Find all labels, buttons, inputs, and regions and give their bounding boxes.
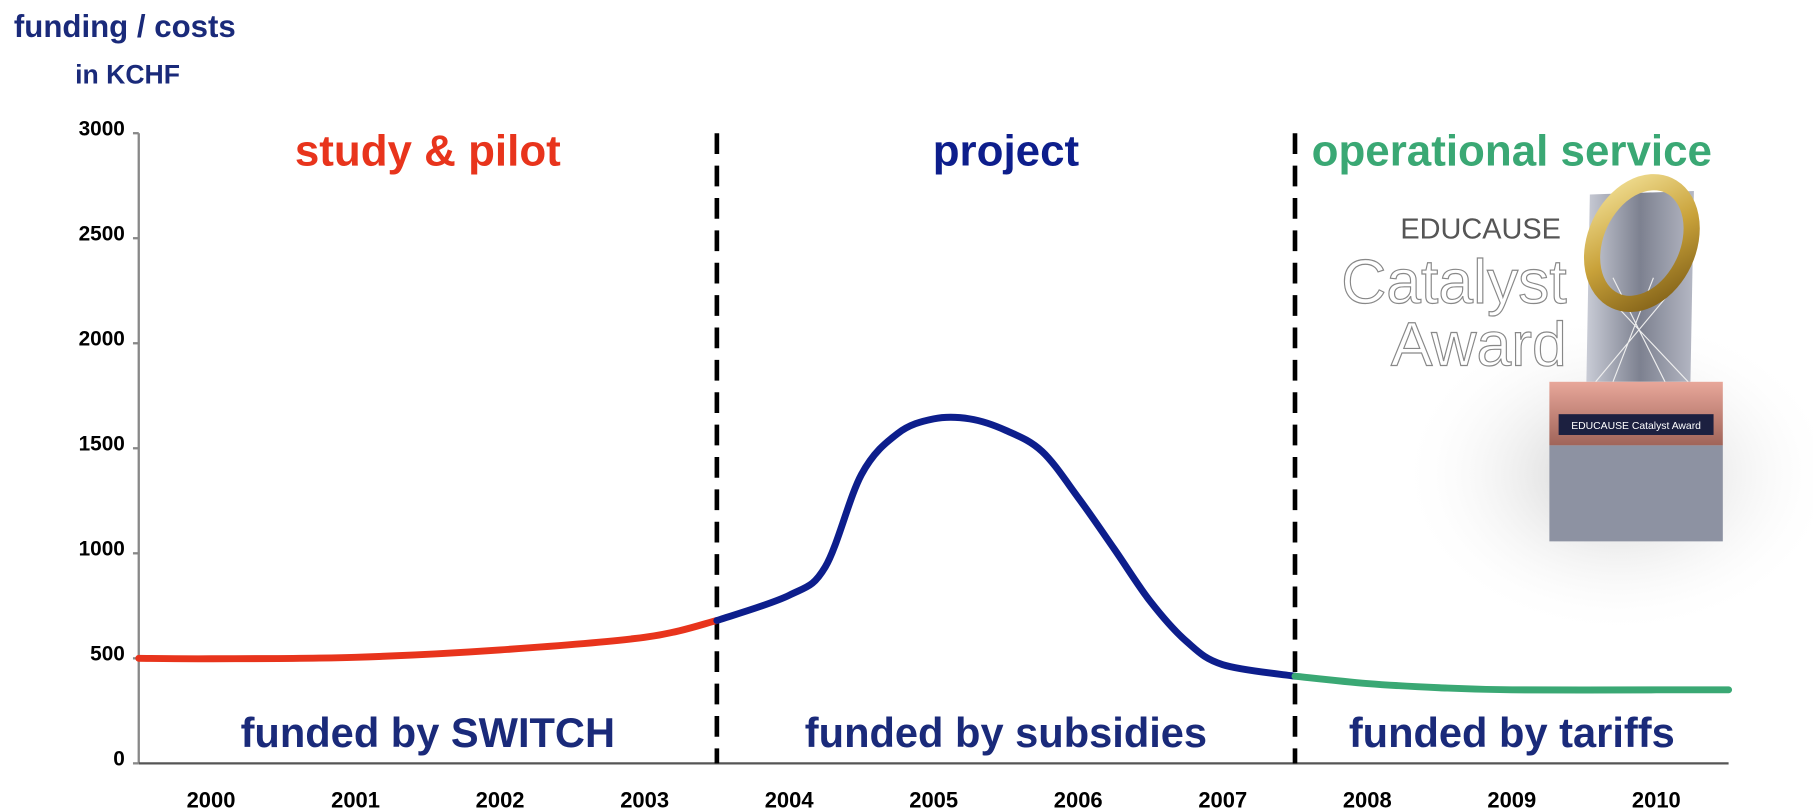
x-tick-label: 2005 — [909, 787, 958, 811]
y-tick-label: 500 — [90, 643, 125, 666]
chart-subtitle: in KCHF — [75, 59, 180, 89]
trophy-base-top — [1549, 382, 1722, 446]
series-line — [717, 417, 1295, 676]
x-tick-label: 2002 — [476, 787, 525, 811]
x-tick-label: 2006 — [1054, 787, 1103, 811]
award-text: Catalyst — [1341, 247, 1567, 317]
x-tick-label: 2009 — [1487, 787, 1536, 811]
phase-label: operational service — [1312, 127, 1712, 176]
phase-label: study & pilot — [295, 127, 561, 176]
plaque-text: EDUCAUSE Catalyst Award — [1571, 421, 1701, 432]
y-tick-label: 2500 — [79, 223, 125, 246]
award: EDUCAUSE Catalyst Award EDUCAUSE Catalys… — [1341, 166, 1813, 636]
trophy-base — [1549, 445, 1722, 541]
y-tick-label: 2000 — [79, 328, 125, 351]
series-line — [1295, 676, 1729, 690]
x-tick-label: 2007 — [1198, 787, 1247, 811]
y-tick-label: 3000 — [79, 118, 125, 141]
x-tick-label: 2008 — [1343, 787, 1392, 811]
x-tick-label: 2003 — [620, 787, 669, 811]
award-text: EDUCAUSE — [1400, 213, 1561, 245]
y-tick-label: 1500 — [79, 433, 125, 456]
funding-label: funded by SWITCH — [241, 709, 615, 756]
funding-label: funded by tariffs — [1349, 709, 1675, 756]
series-line — [139, 621, 717, 659]
x-tick-label: 2004 — [765, 787, 815, 811]
award-text: Award — [1391, 310, 1567, 380]
x-tick-label: 2001 — [331, 787, 380, 811]
chart-title: funding / costs — [14, 9, 236, 44]
x-tick-label: 2000 — [187, 787, 236, 811]
page: {"chart_data": { "type": "line", "title"… — [0, 0, 1813, 811]
y-tick-label: 1000 — [79, 538, 125, 561]
funding-label: funded by subsidies — [805, 709, 1207, 756]
phase-label: project — [933, 127, 1080, 176]
y-tick-label: 0 — [113, 748, 125, 771]
x-tick-label: 2010 — [1632, 787, 1681, 811]
chart: funding / costs in KCHF EDUCAUSE Catalys… — [0, 0, 1813, 811]
